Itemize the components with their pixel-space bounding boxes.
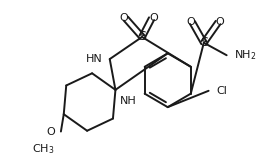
- Text: CH$_3$: CH$_3$: [32, 142, 54, 156]
- Text: S: S: [138, 30, 146, 43]
- Text: O: O: [46, 127, 55, 137]
- Text: O: O: [216, 17, 224, 27]
- Text: Cl: Cl: [216, 86, 227, 96]
- Text: NH$_2$: NH$_2$: [234, 48, 257, 62]
- Text: NH: NH: [120, 96, 137, 106]
- Text: O: O: [120, 13, 128, 23]
- Text: S: S: [200, 36, 208, 49]
- Text: HN: HN: [85, 54, 102, 64]
- Text: O: O: [149, 13, 158, 23]
- Text: O: O: [186, 17, 195, 27]
